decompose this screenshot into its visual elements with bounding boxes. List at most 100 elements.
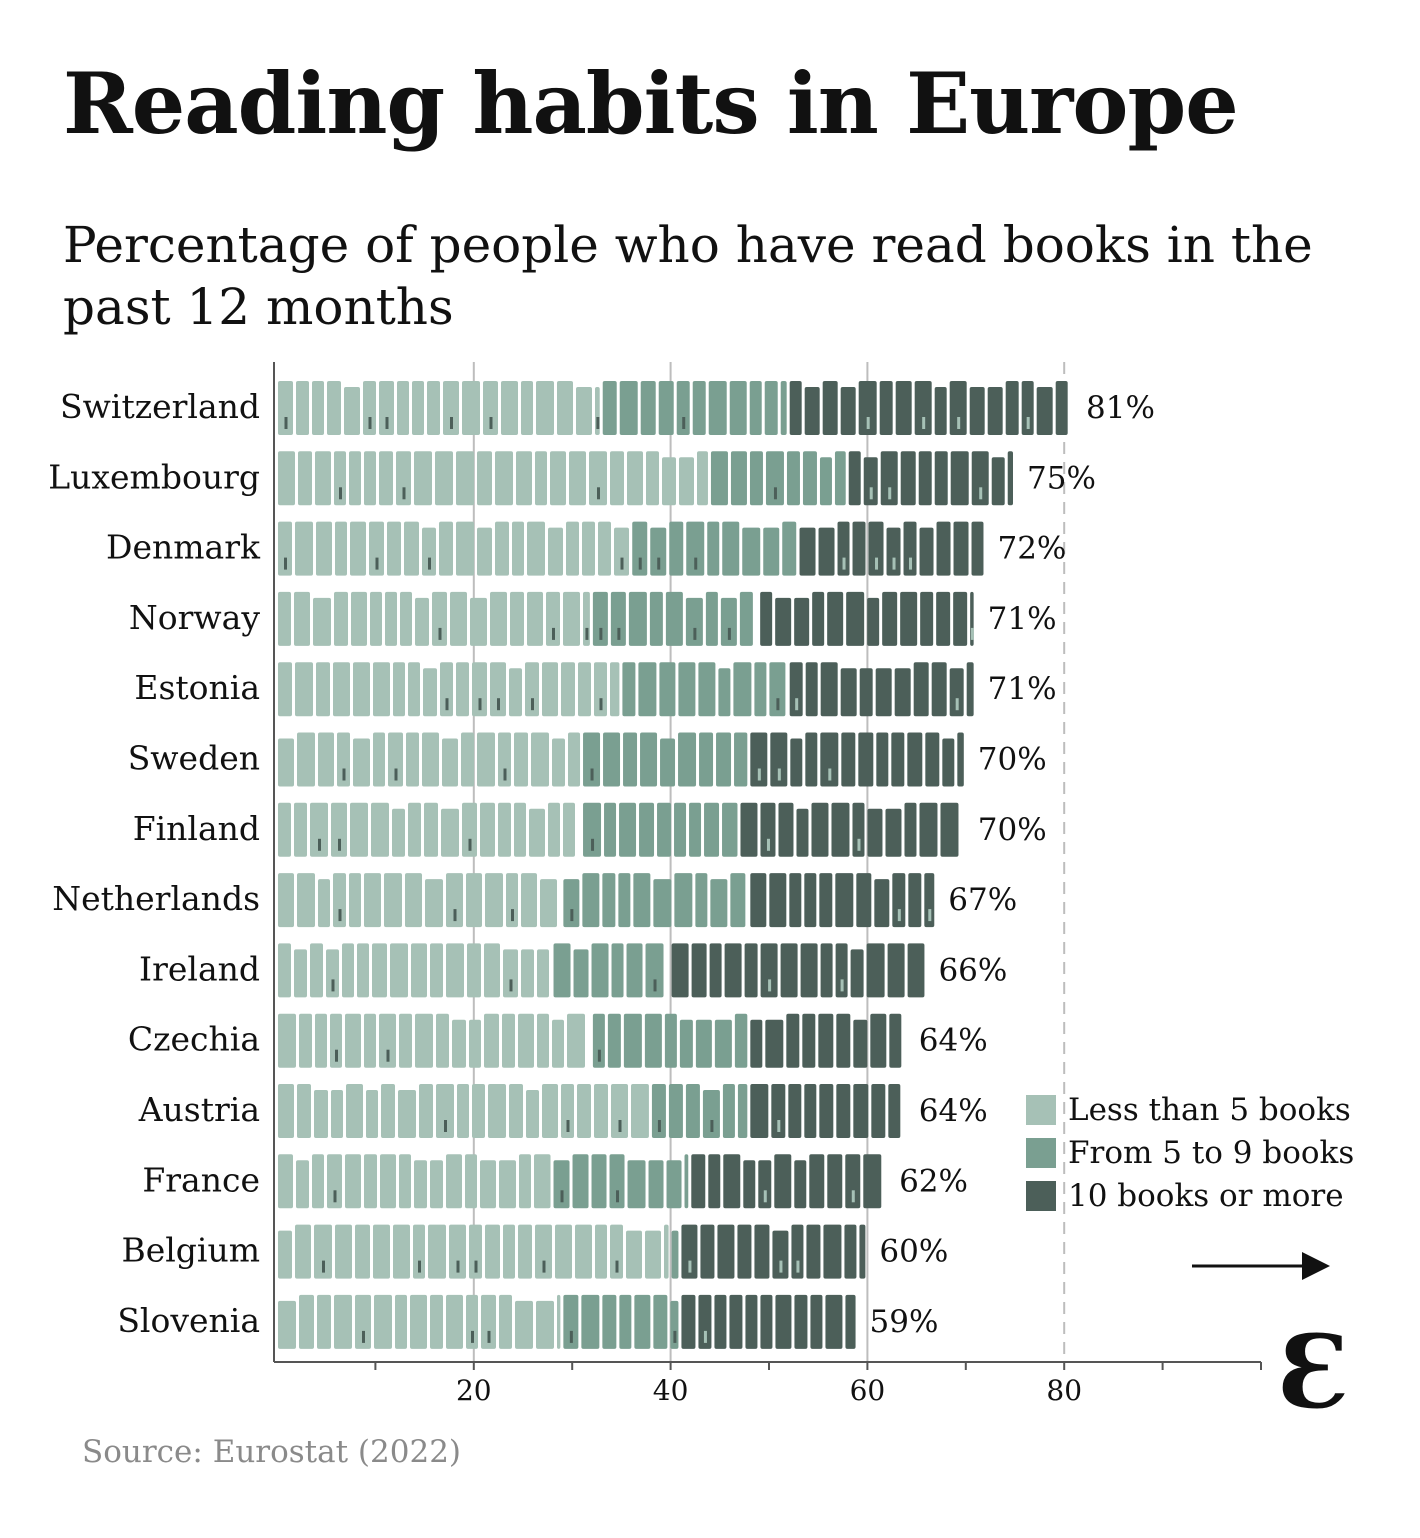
category-label: Czechia (128, 1020, 260, 1059)
book-spine (610, 451, 624, 506)
book-spine-detail (444, 1120, 447, 1132)
book-spine (704, 802, 720, 857)
book-spine (723, 1154, 741, 1209)
book-spine (870, 1013, 887, 1068)
book-spine (733, 662, 752, 717)
book-spine-detail (394, 768, 398, 781)
book-spine (294, 949, 307, 998)
book-spine-detail (710, 1120, 714, 1132)
book-spine (804, 387, 820, 435)
book-spine-detail (653, 979, 657, 992)
book-spine (681, 1224, 698, 1279)
book-spine-detail (385, 417, 389, 429)
book-spine-detail (591, 838, 595, 851)
book-spine (371, 802, 389, 857)
book-spine (589, 451, 607, 506)
book-spine (876, 732, 889, 787)
book-spine (691, 1154, 706, 1209)
legend-swatch-less-than-5 (1026, 1094, 1056, 1125)
book-spine (934, 387, 947, 435)
bar-segment (789, 381, 1068, 435)
book-spine (317, 1294, 331, 1349)
book-spine (566, 521, 579, 576)
book-spine (327, 381, 341, 435)
book-spine (521, 873, 537, 928)
book-spine-detail (727, 627, 731, 640)
book-spine (841, 732, 856, 787)
book-spine (708, 1154, 721, 1209)
book-spine (535, 451, 547, 506)
book-spine (853, 1019, 868, 1068)
book-spine (411, 943, 427, 998)
book-spine (384, 873, 402, 928)
book-spine (819, 873, 833, 928)
book-spine (592, 591, 608, 646)
book-spine (550, 451, 566, 506)
book-spine (278, 521, 292, 576)
book-spine (710, 879, 728, 928)
book-spine (780, 381, 787, 435)
book-spine (863, 457, 878, 506)
book-spine (456, 662, 469, 717)
book-spine (516, 451, 532, 506)
book-spine (908, 873, 922, 928)
book-spine (379, 381, 394, 435)
book-spine (380, 1154, 396, 1209)
book-spine (907, 732, 923, 787)
book-spine (536, 381, 554, 435)
book-spine (764, 381, 778, 435)
book-spine-detail (866, 417, 870, 429)
book-spine (918, 451, 932, 506)
book-spine (345, 1154, 361, 1209)
book-spine (623, 732, 638, 787)
book-spine (333, 662, 350, 717)
category-label: Luxembourg (48, 457, 260, 496)
book-spine (794, 597, 810, 646)
book-spine (602, 873, 616, 928)
book-spine (334, 591, 348, 646)
source-note: Source: Eurostat (2022) (82, 1434, 462, 1470)
book-spine (337, 732, 350, 787)
book-spine (452, 1019, 466, 1068)
book-spine-detail (599, 698, 603, 711)
value-label: 64% (919, 1023, 988, 1059)
book-spine (583, 732, 601, 787)
book-spine (446, 943, 464, 998)
book-spine (563, 1294, 579, 1349)
bar-segment (583, 802, 738, 857)
book-spine (716, 732, 732, 787)
book-spine (822, 381, 838, 435)
book-spine (820, 943, 833, 998)
book-spine (619, 802, 637, 857)
book-spine (310, 943, 323, 998)
book-spine (809, 1154, 825, 1209)
book-spine (913, 662, 929, 717)
book-spine (805, 732, 818, 787)
book-spine (780, 943, 798, 998)
book-spine (786, 1013, 800, 1068)
book-spine (514, 802, 526, 857)
book-spine (633, 873, 651, 928)
bar-segment (799, 521, 984, 576)
book-spine (430, 1294, 443, 1349)
book-spine (495, 521, 509, 576)
bar-segment (622, 662, 786, 717)
book-spine-detail (970, 627, 974, 640)
book-spine (739, 591, 753, 646)
book-spine-detail (478, 698, 482, 711)
book-spine (363, 381, 376, 435)
bar-segment (740, 802, 959, 857)
bar-segment (278, 1013, 585, 1068)
book-spine (957, 732, 964, 787)
book-spine (658, 381, 674, 435)
book-spine-detail (445, 698, 449, 711)
book-spine (527, 591, 543, 646)
book-spine (823, 1224, 842, 1279)
book-spine (540, 879, 557, 928)
book-spine (350, 802, 368, 857)
book-spine (326, 949, 339, 998)
book-spine (370, 591, 382, 646)
book-spine (316, 662, 330, 717)
book-spine (885, 808, 902, 857)
book-spine (788, 1084, 802, 1138)
